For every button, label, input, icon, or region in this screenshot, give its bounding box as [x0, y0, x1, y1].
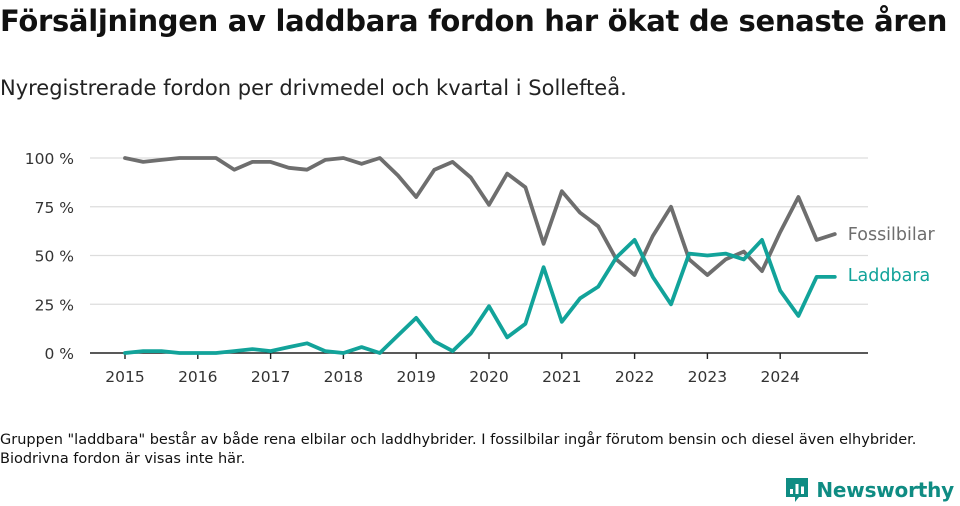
x-tick-label: 2022	[615, 368, 654, 386]
y-tick-label: 75 %	[35, 199, 74, 217]
line-chart: 0 % 25 % 50 % 75 % 100 % 2015 2016 2017 2018 2019…	[25, 150, 936, 386]
chart-subtitle: Nyregistrerade fordon per drivmedel och …	[0, 76, 627, 100]
x-tick-label: 2016	[178, 368, 217, 386]
series-line-laddbara	[123, 237, 837, 355]
x-tick-label: 2015	[105, 368, 144, 386]
x-tick-label: 2024	[760, 368, 799, 386]
y-tick-label: 0 %	[44, 345, 74, 363]
footnote: Gruppen "laddbara" består av både rena e…	[0, 432, 917, 467]
chart-title: Försäljningen av laddbara fordon har öka…	[0, 4, 948, 38]
series-label-laddbara: Laddbara	[848, 266, 930, 286]
bar-chart-logo-icon	[786, 478, 809, 502]
brand-name: Newsworthy	[816, 478, 954, 502]
newsworthy-logo[interactable]: Newsworthy	[784, 474, 954, 506]
series-label-fossilbilar: Fossilbilar	[848, 225, 936, 245]
x-tick-label: 2017	[251, 368, 290, 386]
x-tick-label: 2018	[324, 368, 363, 386]
y-tick-label: 50 %	[35, 248, 74, 266]
series-line-fossilbilar	[123, 156, 837, 277]
y-tick-label: 25 %	[35, 296, 74, 314]
x-tick-label: 2019	[396, 368, 435, 386]
y-tick-label: 100 %	[25, 150, 74, 168]
x-tick-label: 2021	[542, 368, 581, 386]
x-tick-label: 2020	[469, 368, 508, 386]
x-tick-label: 2023	[688, 368, 727, 386]
